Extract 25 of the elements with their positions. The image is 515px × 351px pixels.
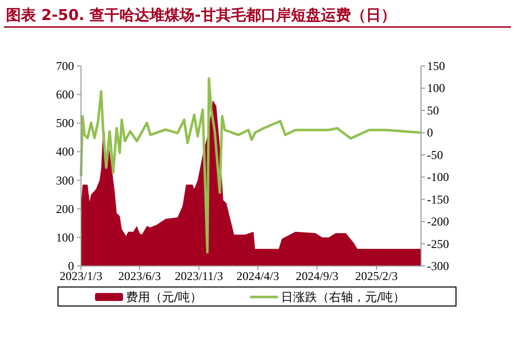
y2-tick-label: 0 [427,126,433,140]
y2-tick-label: -100 [427,170,449,184]
y2-tick-label: -200 [427,214,449,229]
y-tick-label: 200 [56,202,74,216]
x-tick-label: 2025/2/3 [355,269,398,283]
y-tick-label: 300 [56,173,74,188]
x-tick-label: 2023/6/3 [118,269,161,283]
y-tick-label: 600 [56,88,74,102]
x-tick-label: 2023/11/3 [174,269,223,283]
y2-tick-label: -250 [427,236,449,251]
y-tick-label: 700 [56,59,74,73]
y-tick-label: 400 [56,144,74,159]
y2-tick-label: 100 [427,81,445,96]
y-tick-label: 100 [56,230,74,244]
y2-tick-label: -150 [427,192,449,206]
y2-tick-label: 50 [427,103,439,118]
legend-label: 费用（元/吨） [126,290,202,304]
legend-label: 日涨跌（右轴，元/吨） [281,290,406,304]
chart-title: 图表 2-50. 查干哈达堆煤场-甘其毛都口岸短盘运费（日） [6,6,396,24]
x-tick-label: 2024/4/3 [236,269,280,283]
y2-tick-label: -50 [427,148,443,162]
y2-tick-label: 150 [427,59,445,73]
y-tick-label: 500 [56,116,74,130]
x-tick-label: 2024/9/3 [296,269,338,283]
y2-tick-label: -300 [427,259,449,273]
